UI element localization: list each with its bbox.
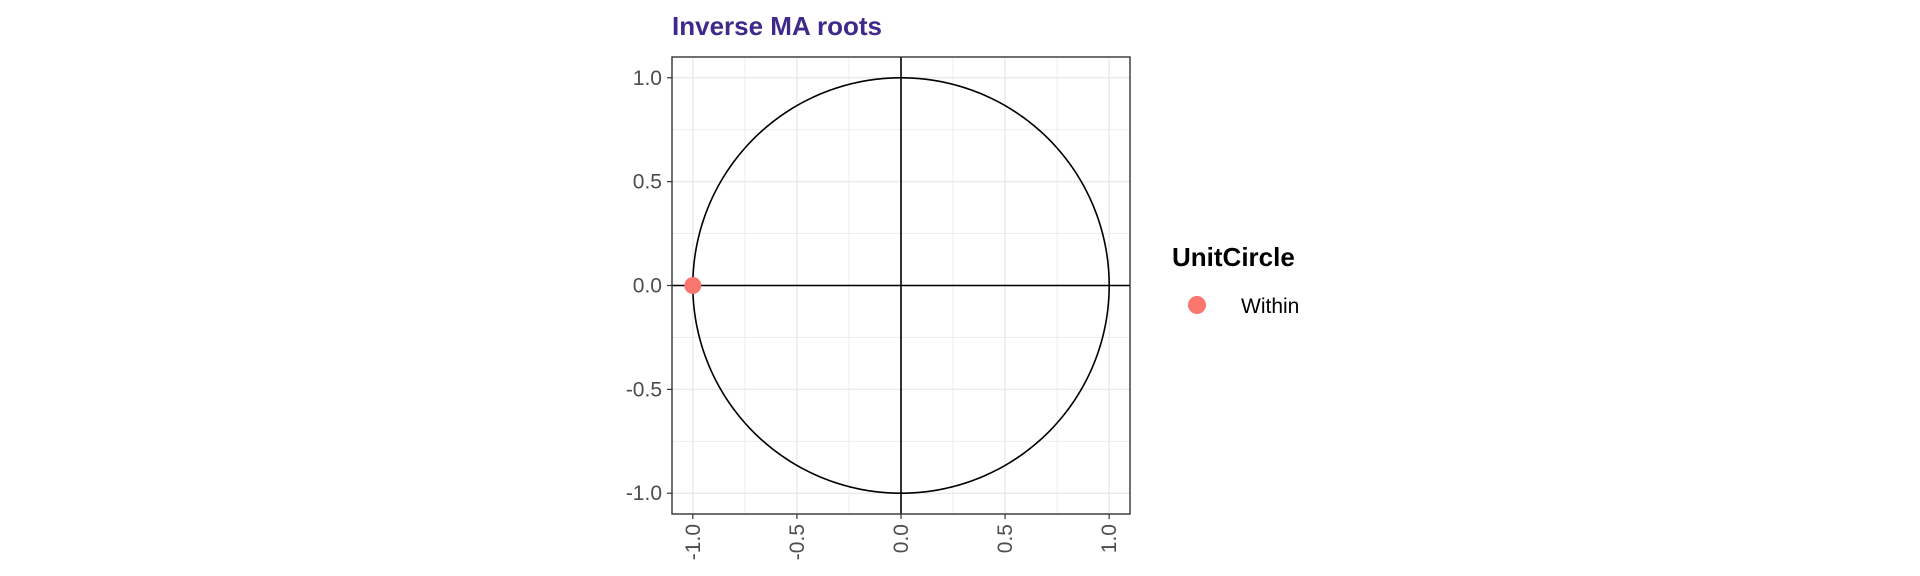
y-tick-label: 0.0 xyxy=(633,275,662,298)
y-tick-label: 0.5 xyxy=(633,171,662,194)
y-tick-label: 1.0 xyxy=(633,67,662,90)
x-tick-label: -0.5 xyxy=(786,524,809,560)
x-tick-label: -1.0 xyxy=(682,524,705,560)
x-tick-label: 0.0 xyxy=(890,524,913,553)
y-tick-label: -1.0 xyxy=(626,482,662,505)
legend-label: Within xyxy=(1241,295,1299,318)
x-tick-label: 0.5 xyxy=(994,524,1017,553)
legend-title: UnitCircle xyxy=(1172,242,1295,272)
legend-key xyxy=(1188,296,1206,314)
data-point xyxy=(684,277,702,294)
chart-title: Inverse MA roots xyxy=(672,11,882,41)
x-axis: -1.0 -0.5 0.0 0.5 1.0 xyxy=(682,514,1121,560)
y-tick-label: -0.5 xyxy=(626,378,662,401)
data-points xyxy=(684,277,702,294)
y-axis: -1.0 -0.5 0.0 0.5 1.0 xyxy=(626,67,672,505)
reference-lines xyxy=(672,57,1130,514)
x-tick-label: 1.0 xyxy=(1098,524,1121,553)
legend: UnitCircle Within xyxy=(1172,242,1299,318)
